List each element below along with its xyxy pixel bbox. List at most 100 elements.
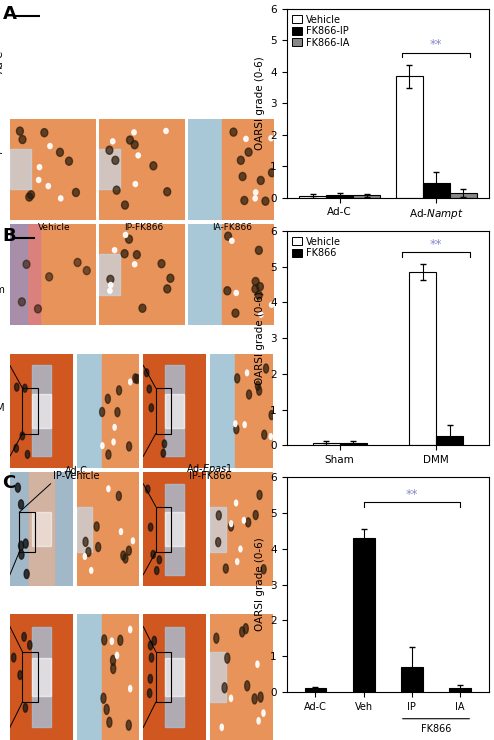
Circle shape (245, 681, 250, 691)
Circle shape (111, 656, 116, 665)
Bar (305, 688, 327, 692)
Bar (32, 394, 50, 428)
Circle shape (237, 156, 244, 164)
Circle shape (229, 522, 234, 531)
Circle shape (216, 511, 221, 520)
Circle shape (258, 692, 263, 702)
Circle shape (214, 633, 219, 643)
Text: DMM: DMM (0, 403, 5, 414)
Bar (102, 614, 139, 740)
Circle shape (128, 685, 132, 692)
Circle shape (243, 422, 246, 428)
Circle shape (20, 432, 25, 440)
Bar (450, 193, 477, 198)
Circle shape (11, 653, 16, 662)
Text: **: ** (406, 488, 418, 500)
Circle shape (73, 189, 80, 197)
Text: **: ** (430, 38, 442, 51)
Circle shape (15, 483, 20, 492)
Circle shape (126, 720, 131, 730)
Circle shape (257, 386, 262, 395)
Bar (32, 366, 50, 457)
Circle shape (239, 546, 242, 552)
Circle shape (252, 694, 257, 704)
Circle shape (239, 172, 246, 181)
Y-axis label: OARSI grade (0-6): OARSI grade (0-6) (254, 292, 265, 385)
Circle shape (243, 624, 248, 633)
Circle shape (19, 500, 24, 509)
Circle shape (147, 689, 152, 698)
Circle shape (66, 157, 73, 165)
Bar (22, 652, 38, 702)
Text: Sham: Sham (0, 285, 5, 295)
Bar (32, 512, 50, 546)
Circle shape (131, 538, 134, 544)
Bar (22, 388, 38, 434)
Bar (156, 388, 171, 434)
Circle shape (46, 184, 50, 189)
Circle shape (216, 538, 221, 547)
Circle shape (128, 379, 132, 385)
Circle shape (132, 262, 137, 267)
Circle shape (232, 309, 239, 317)
Circle shape (235, 500, 238, 506)
Text: FK866: FK866 (421, 724, 451, 734)
Bar (222, 118, 274, 220)
Circle shape (269, 434, 272, 440)
Text: IP-Vehicle: IP-Vehicle (53, 471, 100, 482)
Circle shape (148, 523, 153, 531)
Circle shape (112, 156, 119, 164)
Circle shape (136, 153, 140, 158)
Bar (313, 443, 339, 445)
Bar (10, 224, 40, 326)
Circle shape (234, 421, 237, 426)
Circle shape (157, 556, 162, 564)
Circle shape (19, 550, 24, 559)
Circle shape (111, 139, 115, 144)
Circle shape (256, 283, 263, 291)
Bar (353, 195, 380, 198)
Circle shape (225, 653, 230, 663)
Bar (436, 436, 463, 445)
Text: IP-FK866: IP-FK866 (124, 223, 163, 232)
Bar (165, 484, 184, 575)
Circle shape (122, 201, 128, 209)
Circle shape (259, 312, 263, 317)
Circle shape (41, 129, 48, 137)
Circle shape (255, 381, 260, 390)
Circle shape (116, 652, 119, 659)
Circle shape (164, 285, 171, 293)
Circle shape (89, 568, 93, 574)
Bar (165, 512, 184, 546)
Circle shape (235, 374, 240, 383)
Circle shape (23, 384, 27, 392)
Text: Ad-C: Ad-C (0, 50, 5, 73)
Text: Ad-$\it{Nampt}$: Ad-$\it{Nampt}$ (0, 141, 5, 193)
Circle shape (148, 674, 153, 683)
Circle shape (269, 302, 274, 307)
Circle shape (19, 541, 24, 551)
Text: C: C (2, 474, 16, 491)
Circle shape (230, 521, 233, 526)
Circle shape (146, 485, 150, 493)
Bar (32, 658, 50, 696)
Bar (77, 506, 92, 552)
Bar (222, 224, 274, 326)
Circle shape (111, 664, 116, 673)
Circle shape (144, 369, 149, 377)
Circle shape (107, 486, 110, 491)
Circle shape (28, 641, 32, 650)
Circle shape (151, 551, 156, 559)
Circle shape (261, 565, 266, 574)
Circle shape (26, 193, 33, 201)
Circle shape (116, 491, 122, 500)
Circle shape (134, 374, 140, 383)
Circle shape (162, 440, 166, 448)
Circle shape (246, 518, 250, 527)
Circle shape (16, 127, 23, 135)
Circle shape (257, 176, 264, 184)
Circle shape (222, 683, 227, 693)
Circle shape (256, 661, 259, 667)
Circle shape (117, 386, 122, 395)
Circle shape (155, 567, 159, 574)
